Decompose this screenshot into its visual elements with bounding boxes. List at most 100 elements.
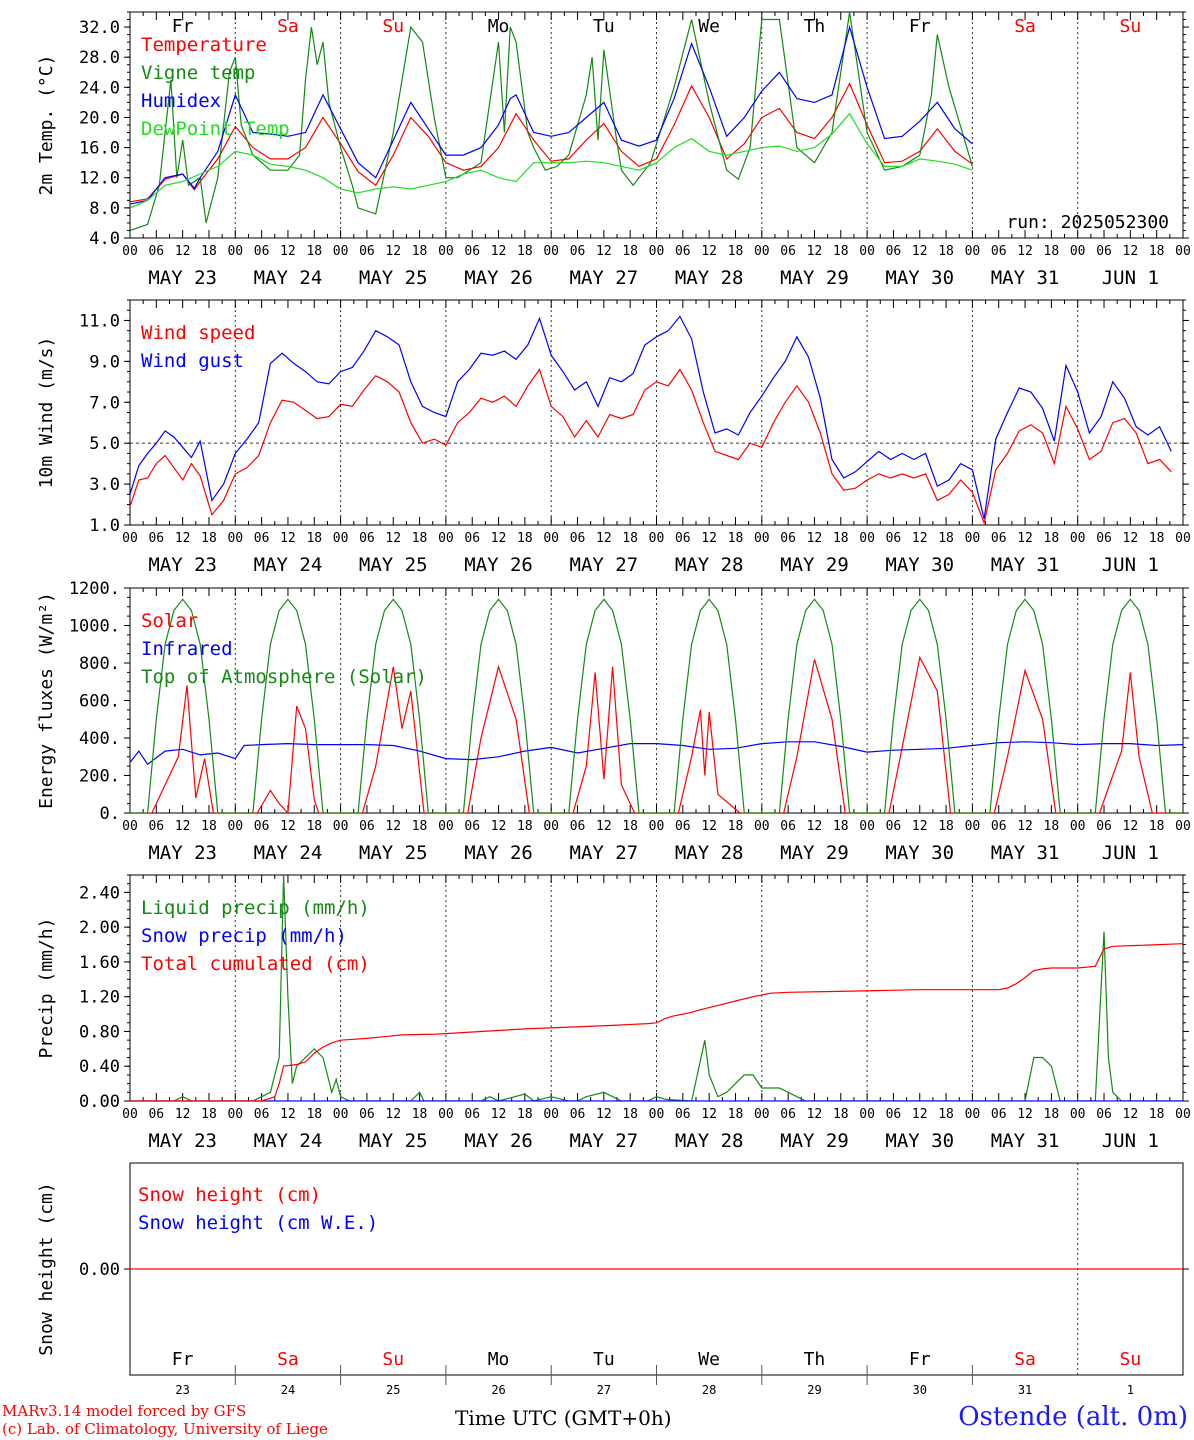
y-tick-label: 400. — [79, 729, 120, 749]
day-name-label: Su — [382, 1349, 404, 1370]
hour-tick-label: 18 — [1149, 531, 1165, 546]
hour-tick-label: 12 — [280, 531, 296, 546]
hour-tick-label: 12 — [1123, 531, 1139, 546]
date-label: MAY 28 — [675, 842, 744, 864]
hour-tick-label: 06 — [991, 531, 1007, 546]
hour-tick-label: 18 — [622, 1107, 638, 1122]
y-tick-label: 3.0 — [89, 475, 120, 495]
series-line-wind-gust — [130, 315, 1172, 520]
hour-tick-label: 18 — [306, 244, 322, 259]
hour-tick-label: 12 — [912, 1107, 928, 1122]
hour-tick-label: 00 — [754, 1107, 770, 1122]
date-label: MAY 24 — [254, 554, 323, 576]
hour-tick-label: 00 — [333, 531, 349, 546]
hour-tick-label: 06 — [148, 1107, 164, 1122]
hour-tick-label: 18 — [622, 531, 638, 546]
hour-tick-label: 12 — [807, 1107, 823, 1122]
hour-tick-label: 06 — [464, 531, 480, 546]
hour-tick-label: 12 — [385, 1107, 401, 1122]
hour-tick-label: 06 — [359, 244, 375, 259]
hour-tick-label: 12 — [491, 1107, 507, 1122]
hour-tick-label: 18 — [1044, 531, 1060, 546]
hour-tick-label: 18 — [833, 531, 849, 546]
date-label: MAY 30 — [885, 842, 954, 864]
hour-tick-label: 12 — [1017, 531, 1033, 546]
y-tick-label: 20.0 — [79, 108, 120, 128]
day-name-label: Mo — [488, 1349, 510, 1370]
hour-tick-label: 00 — [543, 244, 559, 259]
hour-tick-label: 06 — [1096, 244, 1112, 259]
date-label: MAY 31 — [991, 842, 1060, 864]
legend-entry: Humidex — [141, 90, 221, 112]
hour-tick-label: 12 — [280, 1107, 296, 1122]
hour-tick-label: 18 — [201, 244, 217, 259]
legend-entry: Snow height (cm W.E.) — [138, 1212, 378, 1234]
hour-tick-label: 18 — [412, 244, 428, 259]
y-tick-label: 32.0 — [79, 18, 120, 38]
date-label: MAY 30 — [885, 267, 954, 289]
day-name-label: Su — [382, 16, 404, 37]
hour-tick-label: 12 — [912, 819, 928, 834]
hour-tick-label: 18 — [622, 244, 638, 259]
date-label: MAY 23 — [148, 842, 217, 864]
hour-tick-label: 12 — [701, 819, 717, 834]
day-name-label: Tu — [593, 16, 615, 37]
hour-tick-label: 12 — [807, 531, 823, 546]
hour-tick-label: 00 — [1070, 819, 1086, 834]
hour-tick-label: 12 — [596, 1107, 612, 1122]
hour-tick-label: 18 — [938, 819, 954, 834]
hour-tick-label: 00 — [859, 531, 875, 546]
day-name-label: Th — [804, 1349, 826, 1370]
hour-tick-label: 00 — [965, 819, 981, 834]
day-name-label: We — [698, 16, 720, 37]
hour-tick-label: 18 — [938, 244, 954, 259]
hour-tick-label: 00 — [543, 531, 559, 546]
hour-tick-label: 06 — [1096, 1107, 1112, 1122]
hour-tick-label: 18 — [938, 531, 954, 546]
hour-tick-label: 00 — [122, 531, 138, 546]
day-number-label: 27 — [597, 1383, 611, 1397]
y-tick-label: 8.0 — [89, 199, 120, 219]
day-name-label: Sa — [1014, 1349, 1036, 1370]
legend-entry: Temperature — [141, 34, 267, 56]
hour-tick-label: 06 — [464, 244, 480, 259]
hour-tick-label: 18 — [833, 244, 849, 259]
series-line-solar — [130, 655, 1183, 813]
hour-tick-label: 00 — [649, 1107, 665, 1122]
legend-entry: Wind speed — [141, 322, 255, 344]
hour-tick-label: 06 — [359, 1107, 375, 1122]
hour-tick-label: 12 — [491, 819, 507, 834]
y-tick-label: 1.0 — [89, 516, 120, 536]
hour-tick-label: 18 — [1149, 819, 1165, 834]
legend-entry: Liquid precip (mm/h) — [141, 897, 370, 919]
hour-tick-label: 00 — [649, 244, 665, 259]
hour-tick-label: 00 — [1070, 531, 1086, 546]
hour-tick-label: 06 — [675, 244, 691, 259]
hour-tick-label: 18 — [412, 819, 428, 834]
y-axis-label: 2m Temp. (°C) — [36, 55, 57, 196]
hour-tick-label: 00 — [1070, 244, 1086, 259]
y-tick-label: 1200. — [69, 579, 120, 599]
date-label: MAY 28 — [675, 554, 744, 576]
y-tick-label: 9.0 — [89, 352, 120, 372]
y-tick-label: 0. — [100, 804, 120, 824]
hour-tick-label: 12 — [175, 244, 191, 259]
hour-tick-label: 18 — [833, 1107, 849, 1122]
date-label: MAY 26 — [464, 1130, 533, 1152]
y-axis-label: 10m Wind (m/s) — [36, 337, 57, 489]
date-label: JUN 1 — [1102, 267, 1159, 289]
hour-tick-label: 12 — [596, 244, 612, 259]
hour-tick-label: 06 — [148, 244, 164, 259]
hour-tick-label: 00 — [754, 819, 770, 834]
hour-tick-label: 00 — [754, 531, 770, 546]
hour-tick-label: 00 — [543, 1107, 559, 1122]
hour-tick-label: 00 — [859, 244, 875, 259]
y-tick-label: 600. — [79, 692, 120, 712]
hour-tick-label: 12 — [701, 1107, 717, 1122]
date-label: MAY 29 — [780, 842, 849, 864]
y-tick-label: 7.0 — [89, 393, 120, 413]
date-label: MAY 26 — [464, 554, 533, 576]
series-line-total-cumulated-cm — [130, 943, 1183, 1101]
hour-tick-label: 18 — [622, 819, 638, 834]
hour-tick-label: 18 — [833, 819, 849, 834]
